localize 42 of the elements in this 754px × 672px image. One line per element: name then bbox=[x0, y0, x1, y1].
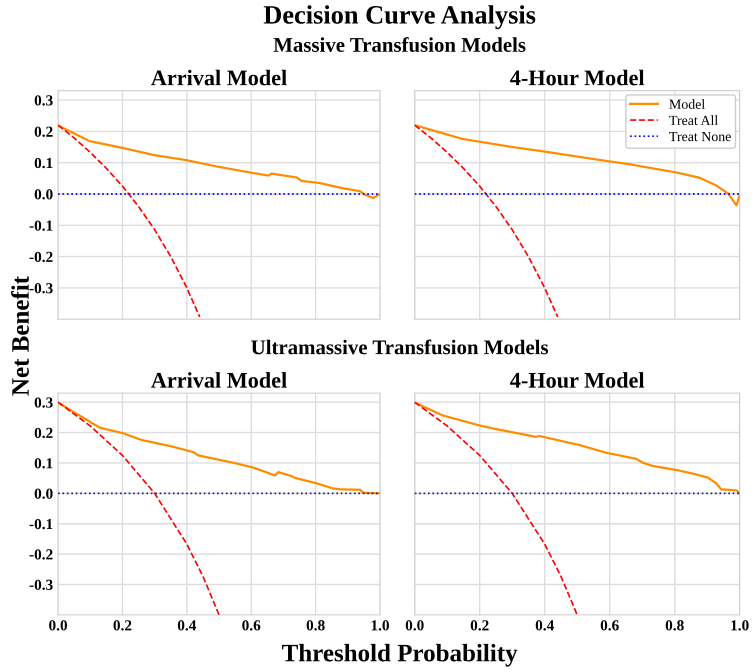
y-tick-label: 0.0 bbox=[34, 488, 53, 499]
x-tick-label: 0.0 bbox=[49, 620, 68, 631]
chart-title: 4-Hour Model bbox=[510, 372, 644, 388]
x-tick-label: 0.6 bbox=[600, 620, 619, 631]
y-tick-label: -0.3 bbox=[30, 580, 53, 590]
y-tick-label: -0.1 bbox=[30, 518, 52, 530]
x-tick-label: 0.4 bbox=[536, 620, 554, 631]
y-tick-label: 0.0 bbox=[34, 189, 53, 200]
chart-title: Arrival Model bbox=[151, 70, 287, 86]
x-tick-label: 0.2 bbox=[470, 620, 489, 631]
line-series bbox=[58, 124, 201, 318]
x-axis-title: Threshold Probability bbox=[282, 644, 518, 667]
chart-title: 4-Hour Model bbox=[510, 70, 644, 86]
y-tick-label: 0.1 bbox=[34, 158, 52, 168]
y-tick-label: -0.1 bbox=[30, 220, 52, 231]
chart-subtitle: Ultramassive Transfusion Models bbox=[251, 339, 548, 354]
x-tick-label: 0.8 bbox=[306, 620, 325, 631]
legend-label: Treat All bbox=[669, 115, 718, 126]
x-tick-label: 0.8 bbox=[666, 620, 684, 631]
y-tick-label: 0.3 bbox=[34, 397, 53, 408]
chart-title: Arrival Model bbox=[151, 372, 287, 388]
x-tick-label: 0.6 bbox=[242, 620, 260, 631]
x-tick-label: 0.0 bbox=[406, 620, 424, 631]
line-series bbox=[58, 401, 220, 615]
x-tick-label: 1.0 bbox=[372, 620, 389, 631]
chart-subtitle: Massive Transfusion Models bbox=[274, 37, 526, 52]
y-tick-label: 0.2 bbox=[34, 126, 53, 137]
x-tick-label: 0.2 bbox=[113, 620, 132, 631]
y-tick-label: -0.2 bbox=[30, 252, 53, 262]
legend-label: Model bbox=[669, 99, 705, 109]
legend-label: Treat None bbox=[669, 132, 731, 142]
y-axis-title: Net Benefit bbox=[11, 276, 29, 396]
y-tick-label: -0.2 bbox=[30, 549, 53, 560]
text: Decision Curve Analysis bbox=[264, 5, 536, 30]
x-tick-label: 1.0 bbox=[731, 620, 749, 631]
y-tick-label: 0.3 bbox=[34, 95, 53, 106]
y-tick-label: 0.1 bbox=[34, 458, 52, 469]
line-series bbox=[58, 401, 380, 494]
x-tick-label: 0.4 bbox=[178, 620, 196, 631]
line-series bbox=[58, 124, 380, 200]
y-tick-label: 0.2 bbox=[34, 428, 53, 438]
y-tick-label: -0.3 bbox=[30, 283, 53, 294]
